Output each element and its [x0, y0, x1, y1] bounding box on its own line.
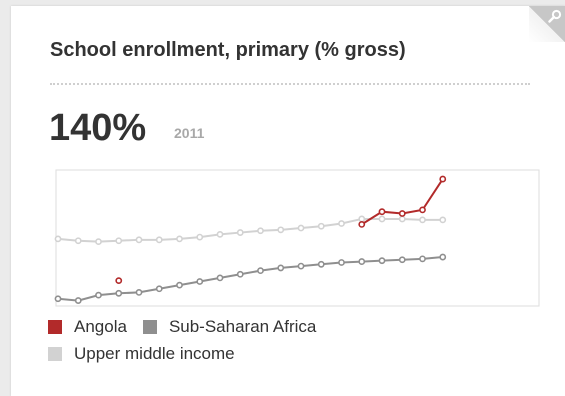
data-point-sub-saharan-africa[interactable]: [155, 285, 163, 293]
legend-swatch-ssa: [142, 320, 157, 334]
series-layer: [54, 175, 447, 304]
legend-label-umi: Upper middle income: [74, 344, 235, 363]
data-point-upper-middle-income[interactable]: [95, 238, 102, 246]
data-point-upper-middle-income[interactable]: [257, 227, 264, 235]
data-point-upper-middle-income[interactable]: [317, 222, 325, 230]
data-point-upper-middle-income[interactable]: [277, 226, 285, 234]
data-point-sub-saharan-africa[interactable]: [115, 289, 123, 297]
data-point-upper-middle-income[interactable]: [176, 235, 183, 243]
chart-title: School enrollment, primary (% gross): [50, 39, 406, 61]
data-point-sub-saharan-africa[interactable]: [439, 253, 447, 261]
data-point-sub-saharan-africa[interactable]: [176, 281, 183, 289]
data-point-sub-saharan-africa[interactable]: [358, 258, 366, 265]
data-point-sub-saharan-africa[interactable]: [74, 297, 82, 304]
data-point-upper-middle-income[interactable]: [419, 216, 426, 224]
data-point-upper-middle-income[interactable]: [196, 233, 204, 241]
data-point-sub-saharan-africa[interactable]: [297, 262, 305, 270]
data-point-upper-middle-income[interactable]: [155, 236, 163, 244]
plot-area: [55, 169, 540, 307]
data-point-angola[interactable]: [419, 206, 426, 214]
data-point-angola[interactable]: [358, 220, 366, 228]
data-point-sub-saharan-africa[interactable]: [398, 256, 406, 264]
data-point-sub-saharan-africa[interactable]: [317, 260, 325, 268]
data-point-upper-middle-income[interactable]: [439, 216, 447, 224]
data-point-sub-saharan-africa[interactable]: [277, 264, 285, 272]
legend-swatch-umi: [48, 347, 62, 361]
data-point-upper-middle-income[interactable]: [135, 236, 143, 244]
data-point-upper-middle-income[interactable]: [74, 237, 82, 245]
series-sub-saharan-africa: [54, 253, 447, 304]
legend-swatch-angola: [48, 320, 62, 334]
data-point-upper-middle-income[interactable]: [115, 237, 123, 245]
data-point-angola[interactable]: [115, 277, 123, 285]
data-point-sub-saharan-africa[interactable]: [54, 295, 62, 303]
data-point-angola[interactable]: [439, 175, 447, 183]
data-point-sub-saharan-africa[interactable]: [378, 257, 386, 265]
data-point-sub-saharan-africa[interactable]: [236, 270, 244, 278]
data-point-upper-middle-income[interactable]: [338, 220, 345, 227]
data-point-upper-middle-income[interactable]: [378, 215, 386, 223]
data-point-sub-saharan-africa[interactable]: [419, 255, 426, 263]
data-point-sub-saharan-africa[interactable]: [257, 267, 264, 275]
data-point-sub-saharan-africa[interactable]: [216, 274, 224, 282]
legend-label-ssa: Sub-Saharan Africa: [168, 317, 317, 336]
data-point-upper-middle-income[interactable]: [54, 235, 62, 243]
title-divider: [50, 83, 530, 85]
legend-row-2: Upper middle income: [48, 344, 235, 364]
latest-year: 2011: [174, 125, 205, 141]
legend-label-angola: Angola: [74, 317, 127, 336]
data-point-sub-saharan-africa[interactable]: [196, 278, 204, 285]
data-point-sub-saharan-africa[interactable]: [338, 259, 345, 266]
data-point-angola[interactable]: [398, 210, 406, 217]
data-point-upper-middle-income[interactable]: [216, 230, 224, 238]
data-point-upper-middle-income[interactable]: [297, 224, 305, 232]
data-point-upper-middle-income[interactable]: [398, 215, 406, 223]
zoom-corner-button[interactable]: [529, 6, 565, 42]
data-point-upper-middle-income[interactable]: [358, 215, 366, 223]
data-point-upper-middle-income[interactable]: [236, 229, 244, 236]
series-upper-middle-income: [54, 215, 447, 246]
magnifier-icon: [548, 9, 562, 23]
data-point-sub-saharan-africa[interactable]: [95, 291, 102, 299]
latest-value: 140%: [49, 107, 147, 149]
series-angola: [115, 175, 447, 285]
line-chart: [54, 169, 540, 307]
data-point-angola[interactable]: [378, 208, 386, 216]
data-point-sub-saharan-africa[interactable]: [135, 288, 143, 296]
legend-row-1: Angola Sub-Saharan Africa: [48, 317, 316, 337]
indicator-card: School enrollment, primary (% gross) 140…: [11, 6, 565, 396]
